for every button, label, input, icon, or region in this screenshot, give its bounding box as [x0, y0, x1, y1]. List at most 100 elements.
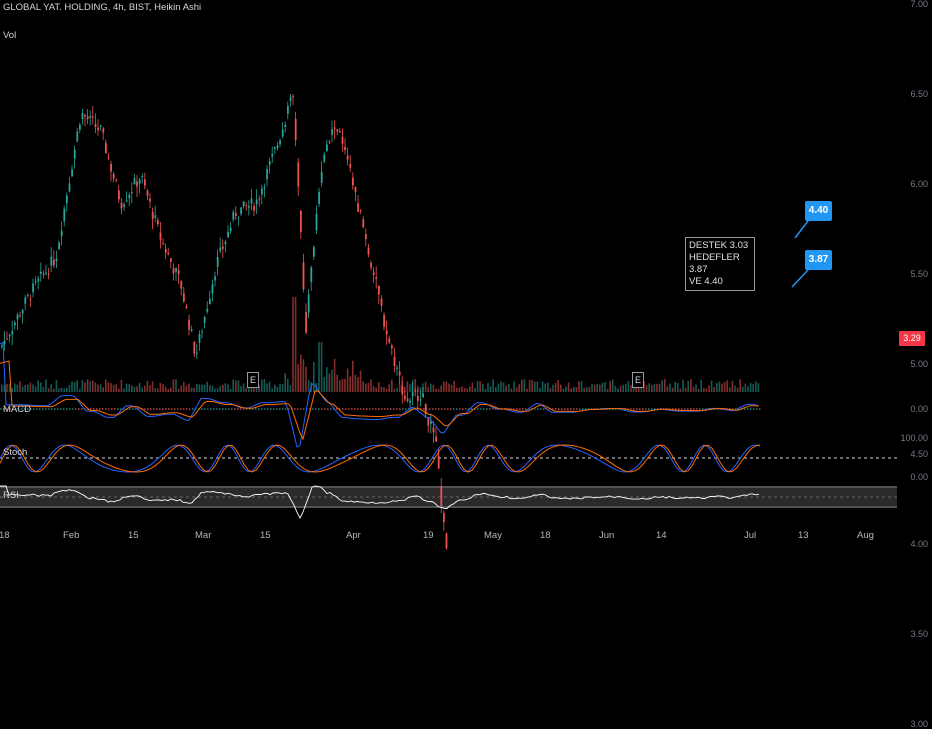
- volume-bar: [144, 385, 146, 392]
- volume-bar: [744, 383, 747, 392]
- volume-bar: [739, 379, 741, 392]
- volume-bar: [443, 381, 445, 392]
- earnings-badge[interactable]: E: [632, 372, 644, 388]
- macd-histogram-bar: [351, 408, 353, 410]
- callout-pointer: [791, 269, 809, 288]
- note-line: DESTEK 3.03: [689, 240, 749, 251]
- macd-histogram-bar: [315, 408, 317, 410]
- volume-bar: [47, 388, 50, 392]
- macd-histogram-bar: [255, 408, 257, 410]
- candle: [34, 281, 37, 283]
- candle: [323, 154, 326, 162]
- macd-histogram-bar: [222, 408, 224, 410]
- macd-histogram-bar: [648, 408, 650, 410]
- volume-bar: [294, 297, 297, 392]
- target-callout[interactable]: 3.87: [805, 250, 832, 270]
- volume-bar: [112, 384, 115, 392]
- volume-bar: [224, 383, 227, 392]
- volume-bar: [583, 387, 585, 392]
- volume-bar: [500, 381, 502, 392]
- candle: [81, 112, 84, 120]
- candle: [339, 131, 341, 133]
- macd-histogram-bar: [357, 408, 359, 410]
- volume-bar: [731, 380, 734, 392]
- macd-histogram-bar: [759, 408, 761, 410]
- volume-bar: [232, 379, 234, 392]
- candle: [430, 421, 432, 424]
- macd-histogram-bar: [522, 408, 524, 410]
- volume-bar: [133, 386, 136, 392]
- price-axis-label: 5.50: [910, 269, 928, 279]
- candle: [240, 207, 242, 214]
- volume-bar: [513, 381, 515, 392]
- macd-histogram-bar: [510, 408, 512, 410]
- macd-histogram-bar: [66, 408, 68, 410]
- candle: [419, 399, 422, 401]
- macd-label: MACD: [3, 404, 31, 415]
- annotation-note[interactable]: DESTEK 3.03 HEDEFLER 3.87 VE 4.40: [685, 237, 755, 291]
- volume-bar: [3, 384, 6, 392]
- volume-bar: [370, 379, 372, 392]
- candle: [237, 216, 240, 218]
- candle: [341, 136, 344, 144]
- macd-histogram-bar: [39, 408, 41, 410]
- volume-bar: [209, 385, 211, 392]
- volume-bar: [599, 384, 601, 392]
- macd-histogram-bar: [336, 408, 338, 410]
- volume-bar: [380, 386, 383, 392]
- macd-histogram-bar: [342, 408, 344, 410]
- macd-histogram-bar: [288, 408, 290, 410]
- volume-bar: [211, 385, 214, 392]
- candle: [47, 274, 50, 276]
- macd-histogram-bar: [552, 408, 554, 410]
- volume-bar: [502, 382, 505, 392]
- volume-bar: [50, 384, 52, 392]
- volume-bar: [518, 384, 520, 392]
- earnings-badge[interactable]: E: [247, 372, 259, 388]
- volume-bar: [703, 388, 705, 392]
- macd-axis-label: 0.00: [910, 404, 928, 414]
- volume-bar: [131, 385, 133, 392]
- candle: [45, 272, 47, 274]
- candle: [242, 201, 245, 207]
- candle: [352, 177, 354, 186]
- time-axis-label: 15: [260, 530, 271, 541]
- volume-bar: [172, 379, 175, 392]
- macd-histogram-bar: [12, 408, 14, 410]
- target-callout[interactable]: 4.40: [805, 201, 832, 221]
- macd-histogram-bar: [375, 408, 377, 410]
- macd-histogram-bar: [390, 408, 392, 410]
- volume-bar: [268, 381, 271, 392]
- macd-histogram-bar: [27, 408, 29, 410]
- volume-bar: [164, 386, 167, 392]
- macd-histogram-bar: [447, 408, 449, 410]
- volume-bar: [146, 380, 149, 392]
- candle: [263, 186, 266, 189]
- candle: [310, 267, 313, 283]
- volume-bar: [622, 384, 624, 392]
- stoch-k-line: [0, 444, 761, 473]
- macd-histogram-bar: [354, 408, 356, 410]
- volume-label: Vol: [3, 30, 17, 41]
- candle: [138, 179, 141, 184]
- candle: [393, 356, 396, 366]
- candle: [190, 329, 193, 332]
- macd-histogram-bar: [564, 408, 566, 410]
- volume-bar: [591, 384, 593, 392]
- macd-histogram-bar: [54, 408, 56, 410]
- macd-histogram-bar: [687, 408, 689, 410]
- candle: [27, 294, 29, 296]
- chart-canvas[interactable]: [0, 0, 932, 550]
- volume-bar: [417, 388, 419, 392]
- stoch-d-line: [0, 444, 761, 473]
- volume-bar: [736, 387, 739, 392]
- candle: [84, 114, 86, 117]
- volume-bar: [448, 383, 450, 392]
- volume-bar: [362, 381, 364, 392]
- macd-histogram-bar: [459, 408, 461, 410]
- macd-histogram-bar: [735, 408, 737, 410]
- macd-histogram-bar: [744, 408, 746, 410]
- volume-bar: [671, 387, 674, 392]
- volume-bar: [627, 380, 630, 392]
- macd-histogram-bar: [258, 408, 260, 410]
